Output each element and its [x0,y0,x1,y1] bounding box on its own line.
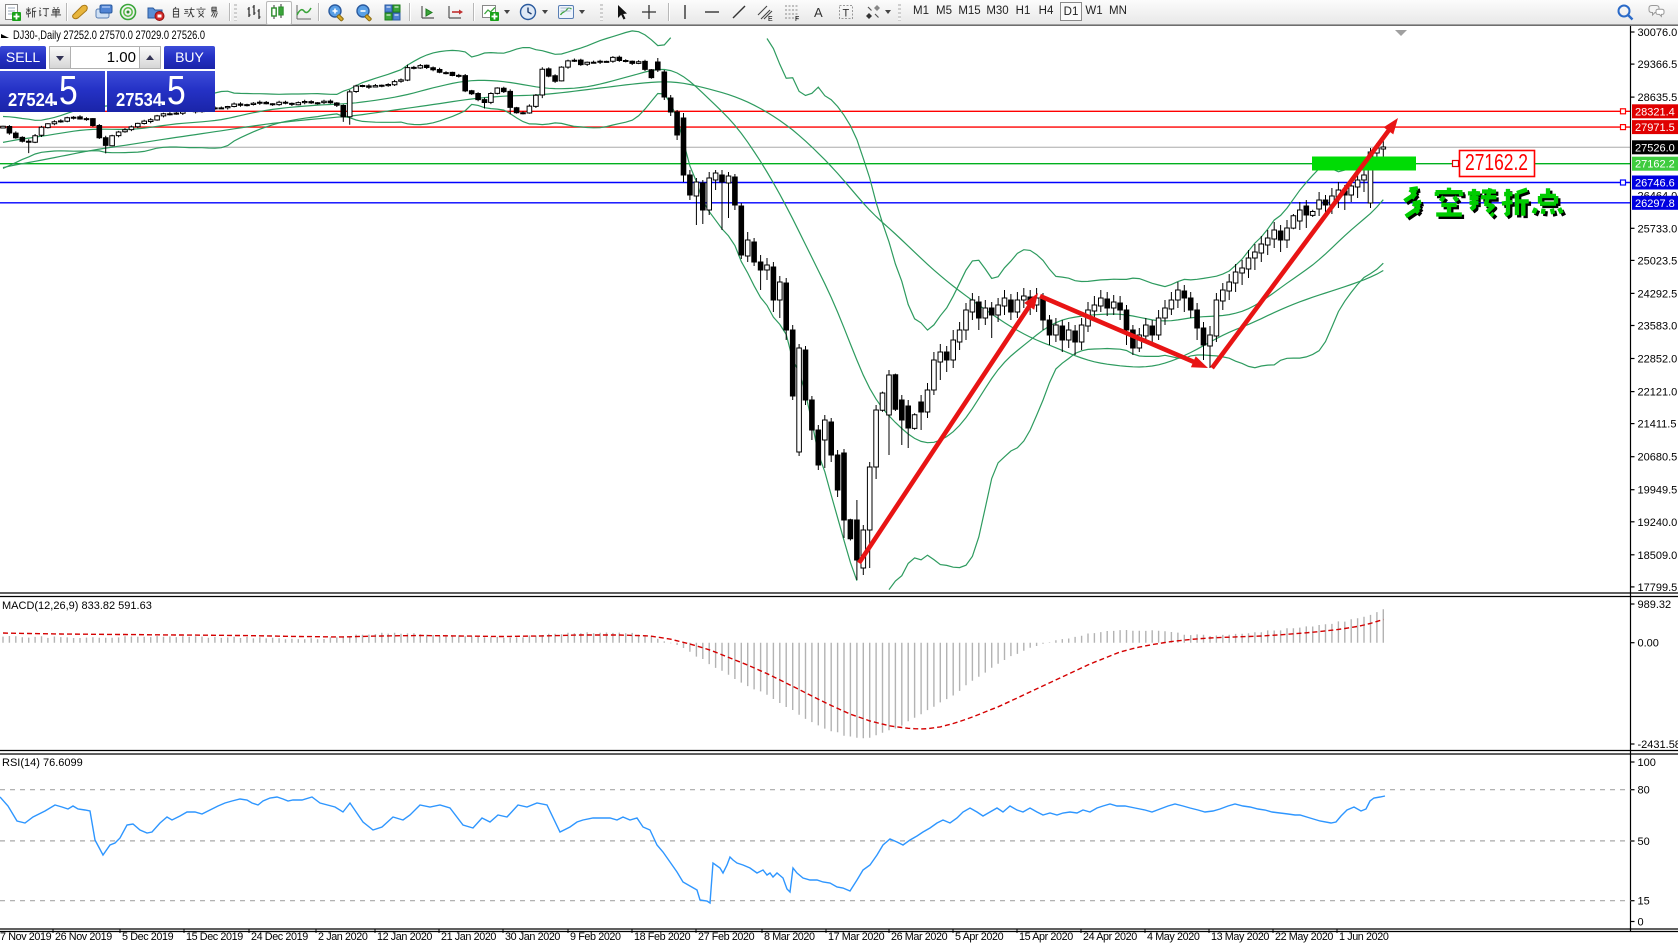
svg-text:989.32: 989.32 [1638,599,1672,611]
svg-text:28635.5: 28635.5 [1638,92,1678,104]
svg-text:30 Jan 2020: 30 Jan 2020 [505,931,560,943]
svg-text:25733.0: 25733.0 [1638,223,1678,235]
svg-text:26297.8: 26297.8 [1635,198,1675,210]
svg-text:17 Mar 2020: 17 Mar 2020 [828,931,885,943]
svg-text:21 Jan 2020: 21 Jan 2020 [441,931,496,943]
svg-text:30076.0: 30076.0 [1638,27,1678,39]
svg-text:7 Nov 2019: 7 Nov 2019 [0,931,52,943]
svg-text:1 Jun 2020: 1 Jun 2020 [1339,931,1389,943]
svg-text:13 May 2020: 13 May 2020 [1211,931,1269,943]
svg-text:F: F [795,16,799,22]
svg-text:A: A [814,5,823,20]
svg-text:15 Dec 2019: 15 Dec 2019 [186,931,243,943]
svg-text:27 Feb 2020: 27 Feb 2020 [698,931,755,943]
svg-text:24 Dec 2019: 24 Dec 2019 [251,931,308,943]
svg-text:22121.0: 22121.0 [1638,387,1678,399]
svg-text:26 Nov 2019: 26 Nov 2019 [55,931,112,943]
svg-text:5 Dec 2019: 5 Dec 2019 [122,931,174,943]
svg-text:27526.0: 27526.0 [1635,142,1675,154]
svg-text:23583.0: 23583.0 [1638,321,1678,333]
svg-text:18 Feb 2020: 18 Feb 2020 [634,931,691,943]
svg-text:29366.5: 29366.5 [1638,59,1678,71]
svg-text:19240.0: 19240.0 [1638,517,1678,529]
svg-text:80: 80 [1638,785,1650,797]
svg-text:26746.6: 26746.6 [1635,178,1675,190]
svg-text:22852.0: 22852.0 [1638,354,1678,366]
svg-text:-2431.58: -2431.58 [1638,739,1678,751]
svg-text:5 Apr 2020: 5 Apr 2020 [955,931,1004,943]
svg-text:19949.5: 19949.5 [1638,485,1678,497]
svg-text:4 May 2020: 4 May 2020 [1147,931,1200,943]
svg-text:15: 15 [1638,896,1650,908]
svg-text:26 Mar 2020: 26 Mar 2020 [891,931,948,943]
svg-text:17799.5: 17799.5 [1638,582,1678,594]
svg-text:E: E [768,16,773,22]
svg-text:T: T [843,8,850,20]
svg-text:15 Apr 2020: 15 Apr 2020 [1019,931,1073,943]
svg-text:28321.4: 28321.4 [1635,106,1675,118]
svg-text:20680.5: 20680.5 [1638,452,1678,464]
svg-text:RSI(14) 76.6099: RSI(14) 76.6099 [2,757,83,769]
svg-text:27162.2: 27162.2 [1635,159,1675,171]
svg-text:24292.5: 24292.5 [1638,288,1678,300]
svg-text:22 May 2020: 22 May 2020 [1275,931,1333,943]
svg-text:9 Feb 2020: 9 Feb 2020 [570,931,621,943]
svg-text:100: 100 [1638,757,1656,769]
svg-text:21411.5: 21411.5 [1638,419,1677,431]
svg-text:25023.5: 25023.5 [1638,255,1678,267]
svg-text:24 Apr 2020: 24 Apr 2020 [1083,931,1137,943]
svg-text:27971.5: 27971.5 [1635,122,1675,134]
svg-text:0: 0 [1638,917,1644,929]
svg-text:8 Mar 2020: 8 Mar 2020 [764,931,815,943]
svg-text:27162.2: 27162.2 [1465,149,1528,175]
svg-text:DJ30-,Daily 27252.0 27570.0 2: DJ30-,Daily 27252.0 27570.0 27029.0 2752… [13,28,205,42]
svg-text:0.00: 0.00 [1638,638,1659,650]
svg-text:12 Jan 2020: 12 Jan 2020 [377,931,432,943]
svg-text:MACD(12,26,9) 833.82 591.63: MACD(12,26,9) 833.82 591.63 [2,600,152,612]
svg-text:2 Jan 2020: 2 Jan 2020 [318,931,368,943]
svg-text:50: 50 [1638,836,1650,848]
svg-text:18509.0: 18509.0 [1638,550,1678,562]
